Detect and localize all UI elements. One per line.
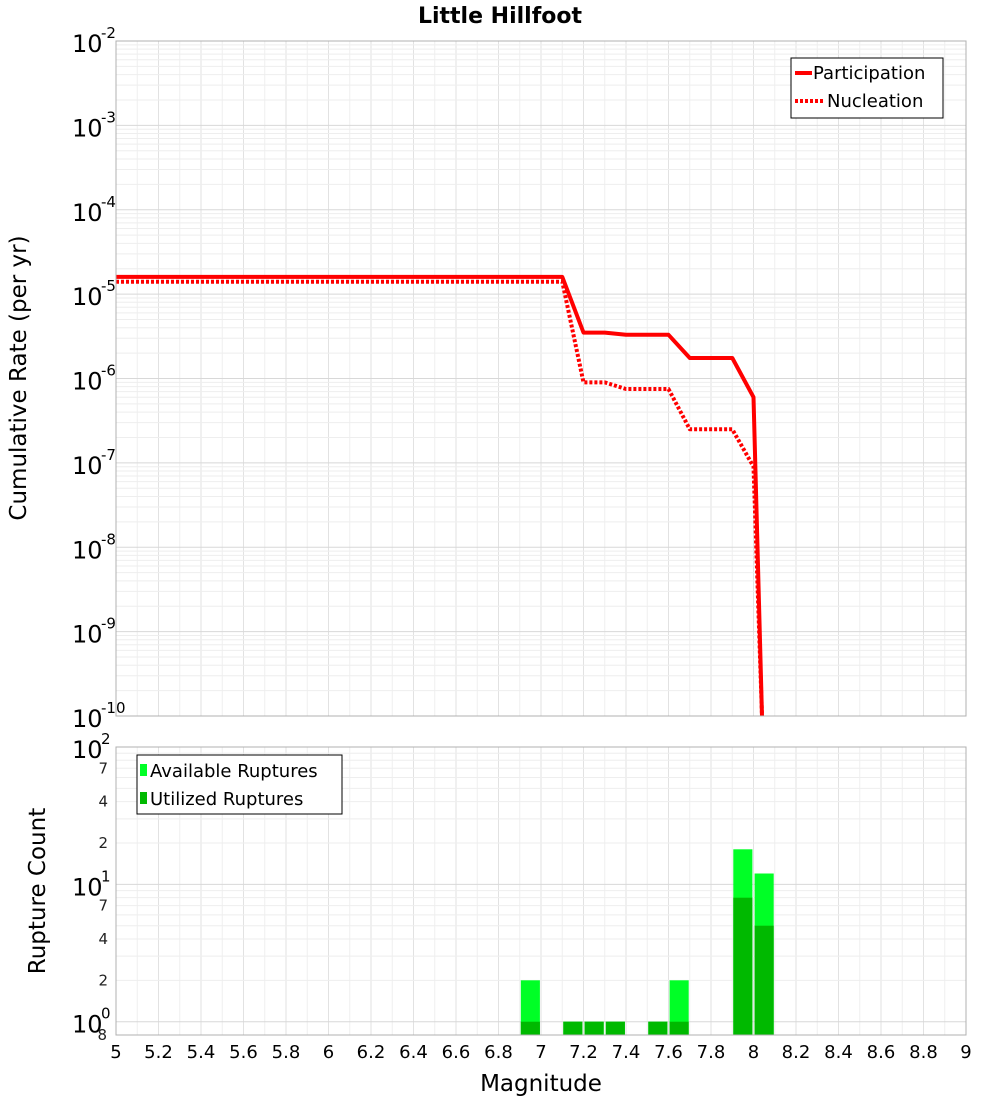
count-y-tick-exponent: 1 (101, 867, 111, 885)
rate-y-tick-label: 10 (72, 368, 103, 396)
nucleation-line (116, 279, 764, 717)
x-tick-label: 9 (960, 1042, 971, 1063)
rate-y-tick-exponent: -3 (101, 108, 116, 126)
x-tick-label: 8.6 (867, 1042, 896, 1063)
rate-y-tick-label: 10 (72, 621, 103, 649)
x-tick-label: 7.8 (697, 1042, 726, 1063)
x-tick-label: 6 (323, 1042, 334, 1063)
x-tick-label: 7.4 (612, 1042, 641, 1063)
available-ruptures-bar (669, 980, 689, 1035)
x-tick-label: 5.2 (144, 1042, 173, 1063)
participation-legend-label: Participation (813, 63, 925, 84)
x-tick-label: 8.8 (909, 1042, 938, 1063)
x-tick-label: 5.8 (272, 1042, 301, 1063)
utilized-legend-label: Utilized Ruptures (150, 789, 303, 810)
count-y-tick-label: 10 (72, 736, 103, 764)
rate-y-tick-exponent: -7 (101, 446, 116, 464)
count-y-tick-label: 10 (72, 873, 103, 901)
nucleation-legend-label: Nucleation (827, 91, 923, 112)
rate-legend-box (790, 57, 944, 119)
count-y-min-tick-label: 8 (97, 1026, 107, 1044)
rate-y-tick-exponent: -6 (101, 362, 116, 380)
rate-plot: 10-210-310-410-510-610-710-810-910-10 Cu… (6, 24, 967, 733)
available-ruptures-bar (520, 980, 540, 1035)
rate-y-ticks: 10-210-310-410-510-610-710-810-910-10 (72, 24, 126, 733)
rate-y-tick-label: 10 (72, 452, 103, 480)
x-tick-label: 5.6 (229, 1042, 258, 1063)
count-y-axis-label: Rupture Count (25, 808, 51, 974)
count-y-minor-tick-label: 7 (98, 759, 108, 777)
available-legend-label: Available Ruptures (150, 761, 318, 782)
x-tick-label: 8.2 (782, 1042, 811, 1063)
utilized-legend-swatch (140, 792, 147, 804)
x-tick-label: 6.8 (484, 1042, 513, 1063)
count-y-minor-tick-label: 7 (98, 897, 108, 915)
rate-y-tick-exponent: -8 (101, 530, 116, 548)
rate-legend: Participation Nucleation (790, 57, 944, 119)
rate-y-tick-exponent: -10 (101, 699, 126, 717)
x-tick-label: 5 (110, 1042, 121, 1063)
x-tick-label: 8 (748, 1042, 759, 1063)
count-legend: Available Ruptures Utilized Ruptures (136, 754, 343, 815)
utilized-ruptures-bar (584, 1021, 604, 1035)
rate-y-tick-label: 10 (72, 705, 103, 733)
utilized-ruptures-bar (520, 1021, 540, 1035)
utilized-ruptures-bar (733, 897, 753, 1035)
rate-y-tick-label: 10 (72, 114, 103, 142)
rate-y-tick-label: 10 (72, 283, 103, 311)
count-plot-frame (115, 746, 967, 1036)
rate-plot-grid (115, 41, 967, 717)
x-tick-label: 7.2 (569, 1042, 598, 1063)
x-ticks: 5 5.2 5.4 5.6 5.8 6 6.2 6.4 6.6 6.8 7 7.2 7.4 7.6 7.8 8… (110, 1042, 971, 1063)
rate-y-tick-label: 10 (72, 199, 103, 227)
count-y-minor-tick-label: 4 (98, 793, 108, 811)
count-y-tick-label: 10 (72, 1011, 103, 1039)
utilized-ruptures-bar (669, 1021, 689, 1035)
x-tick-label: 8.4 (824, 1042, 853, 1063)
count-y-tick-exponent: 2 (101, 730, 111, 748)
utilized-ruptures-bar (648, 1021, 668, 1035)
chart-title: Little Hillfoot (418, 4, 583, 29)
rate-y-tick-label: 10 (72, 30, 103, 58)
count-legend-box (136, 754, 343, 815)
utilized-ruptures-bar (754, 925, 774, 1035)
rate-y-tick-exponent: -5 (101, 277, 116, 295)
rate-plot-series (116, 274, 764, 717)
rate-plot-frame (115, 40, 967, 717)
rate-y-axis-label: Cumulative Rate (per yr) (6, 235, 32, 520)
available-legend-swatch (140, 764, 147, 776)
rate-y-tick-exponent: -4 (101, 193, 116, 211)
count-y-minor-tick-label: 2 (98, 834, 108, 852)
x-tick-label: 6.4 (399, 1042, 428, 1063)
rate-y-tick-exponent: -2 (101, 24, 116, 42)
count-plot-bars (520, 849, 774, 1035)
utilized-ruptures-bar (563, 1021, 583, 1035)
x-axis-label: Magnitude (480, 1071, 602, 1097)
participation-line (116, 274, 764, 717)
count-y-minor-tick-label: 4 (98, 930, 108, 948)
x-tick-label: 7 (535, 1042, 546, 1063)
count-y-tick-exponent: 0 (101, 1005, 111, 1023)
x-tick-label: 5.4 (187, 1042, 216, 1063)
rate-y-tick-exponent: -9 (101, 615, 116, 633)
rate-y-tick-label: 10 (72, 536, 103, 564)
count-y-minor-tick-label: 2 (98, 971, 108, 989)
x-tick-label: 6.2 (357, 1042, 386, 1063)
x-tick-label: 7.6 (654, 1042, 683, 1063)
utilized-ruptures-bar (605, 1021, 625, 1035)
x-tick-label: 6.6 (442, 1042, 471, 1063)
